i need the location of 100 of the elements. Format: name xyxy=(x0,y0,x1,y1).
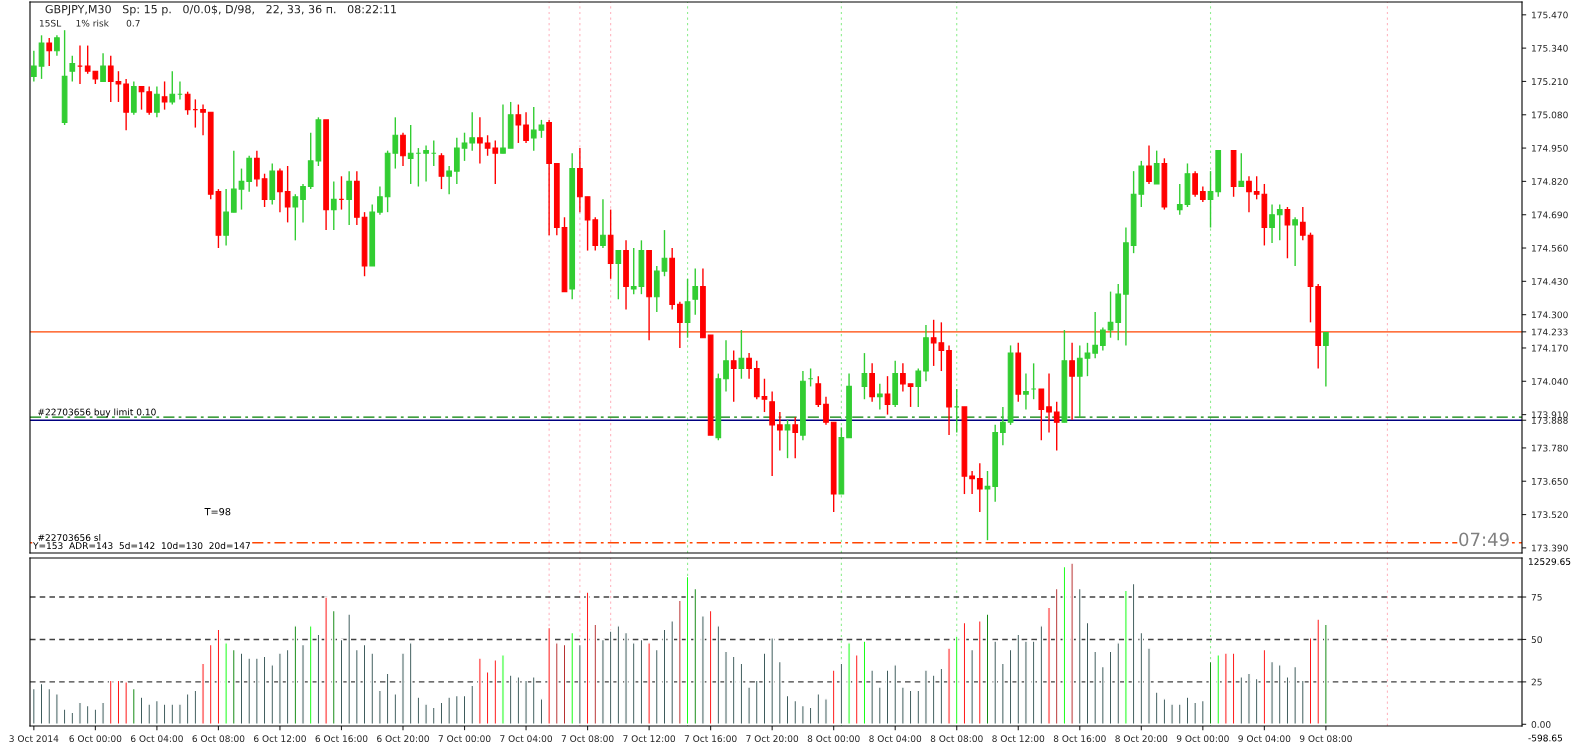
bar xyxy=(231,648,236,725)
y-tick-label: 173.780 xyxy=(1532,444,1568,452)
bar xyxy=(870,669,874,725)
candlestick xyxy=(1269,203,1275,244)
candlestick xyxy=(346,170,353,226)
y-tick-label: 174.690 xyxy=(1532,211,1568,219)
candlestick xyxy=(1284,206,1291,259)
candlestick xyxy=(1146,144,1152,185)
bar xyxy=(1324,623,1328,725)
bar xyxy=(293,625,298,725)
candlestick xyxy=(677,301,683,349)
candlestick xyxy=(523,111,529,144)
candlestick xyxy=(953,388,960,434)
y-tick-label: 173.888 xyxy=(1532,416,1568,424)
bar xyxy=(478,657,482,725)
candlestick xyxy=(1076,344,1083,418)
bar xyxy=(1277,664,1282,725)
bar xyxy=(616,625,621,725)
candlestick xyxy=(38,34,45,80)
y-tick-label: 173.390 xyxy=(1532,544,1568,552)
y-tick-label: 175.080 xyxy=(1532,111,1568,119)
bar xyxy=(624,631,628,725)
bar xyxy=(355,648,359,725)
bar xyxy=(877,686,882,725)
bar xyxy=(101,701,105,725)
bar xyxy=(454,694,459,725)
candlestick xyxy=(284,165,291,224)
bar xyxy=(1293,665,1297,725)
x-tick-label: 8 Oct 00:00 xyxy=(807,735,860,743)
y-tick-label: 173.650 xyxy=(1532,477,1568,485)
candlestick xyxy=(1192,170,1199,198)
candlestick xyxy=(300,183,306,224)
candlestick xyxy=(815,375,822,408)
bar xyxy=(1224,652,1228,725)
candlestick xyxy=(900,362,906,393)
candlestick xyxy=(477,116,483,165)
candlestick xyxy=(861,352,868,400)
candlestick xyxy=(823,395,829,426)
candlestick xyxy=(1099,326,1106,352)
bar xyxy=(1200,699,1205,725)
bar xyxy=(501,654,505,725)
candlestick xyxy=(984,470,991,541)
x-tick-label: 3 Oct 2014 xyxy=(9,735,59,743)
candlestick xyxy=(615,249,622,300)
bar xyxy=(1247,672,1251,725)
ref-line-label: #22703656 buy limit 0.10 xyxy=(38,408,156,418)
bar xyxy=(301,643,305,725)
x-tick-label: 6 Oct 08:00 xyxy=(192,735,245,743)
bar xyxy=(47,687,52,725)
bar xyxy=(924,669,928,725)
x-tick-label: 7 Oct 04:00 xyxy=(500,735,553,743)
candlestick xyxy=(169,70,176,106)
bar xyxy=(331,609,336,725)
candlestick xyxy=(738,329,745,380)
x-tick-label: 6 Oct 00:00 xyxy=(69,735,122,743)
bar xyxy=(793,699,798,725)
bar xyxy=(1047,606,1051,725)
candlestick xyxy=(30,49,37,83)
y-tick-label: 50 xyxy=(1531,636,1542,644)
candlestick xyxy=(976,462,983,513)
x-tick-label: 7 Oct 08:00 xyxy=(561,735,614,743)
bar xyxy=(693,587,698,725)
bar xyxy=(1216,654,1221,725)
candlestick xyxy=(969,470,975,495)
candlestick xyxy=(377,185,383,216)
bar xyxy=(1147,647,1151,725)
candlestick xyxy=(146,85,153,116)
y-tick-label: 173.910 xyxy=(1532,411,1568,419)
candlestick xyxy=(769,390,776,477)
candlestick xyxy=(1023,372,1029,411)
candlestick xyxy=(876,383,883,411)
candlestick xyxy=(184,91,191,116)
candlestick xyxy=(1069,342,1075,421)
x-tick-label: 8 Oct 16:00 xyxy=(1053,735,1106,743)
bar xyxy=(893,664,898,725)
bar xyxy=(1124,589,1128,725)
bar xyxy=(754,679,759,725)
bar xyxy=(178,703,182,725)
bar xyxy=(108,679,113,725)
bar xyxy=(155,699,159,725)
bar xyxy=(1239,676,1244,725)
candlestick xyxy=(292,193,299,242)
bar xyxy=(508,674,513,725)
candlestick xyxy=(500,103,506,154)
candlestick xyxy=(1053,401,1060,452)
candlestick xyxy=(154,85,160,119)
bar xyxy=(278,652,282,725)
candlestick xyxy=(915,367,922,408)
bar xyxy=(524,679,528,725)
candlestick xyxy=(453,137,460,185)
bar xyxy=(1116,642,1121,725)
candlestick xyxy=(277,167,283,213)
candlestick xyxy=(461,132,468,162)
y-tick-label: 174.170 xyxy=(1532,344,1568,352)
x-tick-label: 7 Oct 00:00 xyxy=(438,735,491,743)
bar xyxy=(493,659,498,725)
ref-line-label: #22703656 sl xyxy=(38,534,101,541)
bar xyxy=(70,711,75,725)
annotation: T=98 xyxy=(204,507,231,516)
x-tick-label: 8 Oct 04:00 xyxy=(869,735,922,743)
